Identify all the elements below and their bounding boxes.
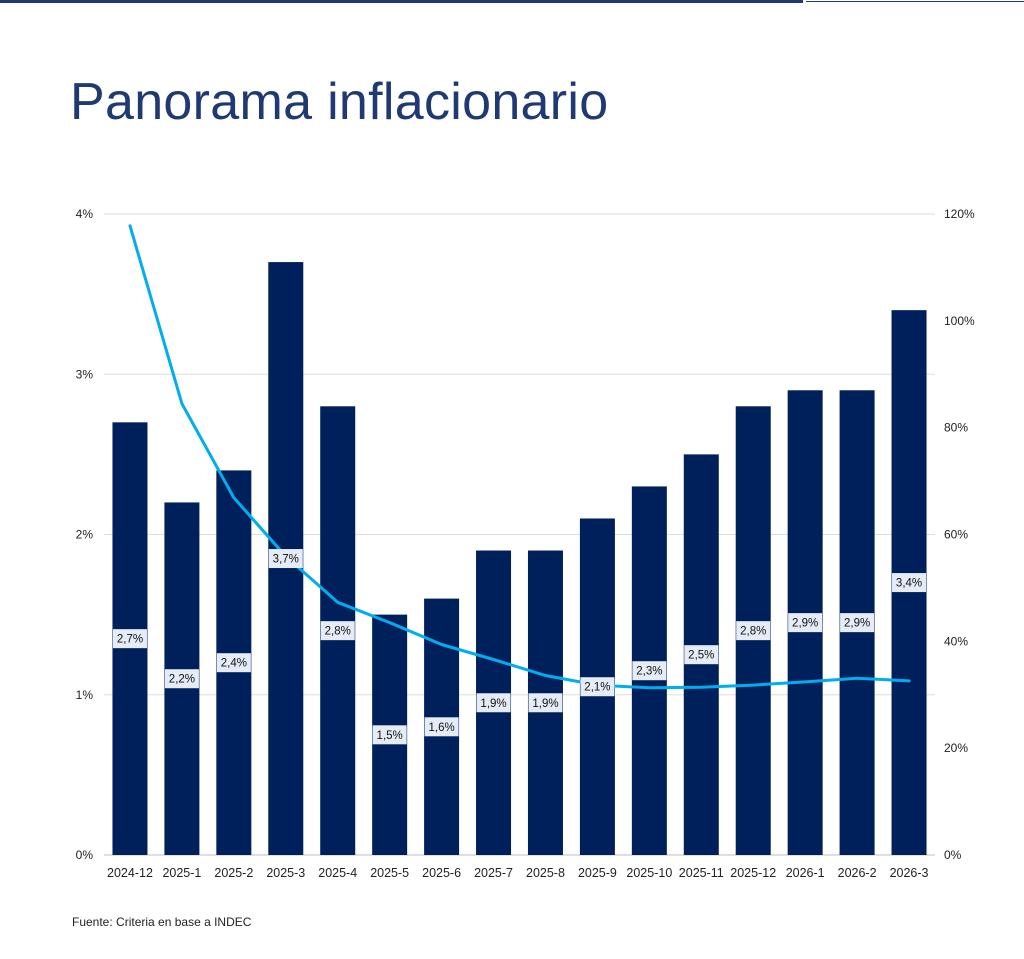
x-tick-label: 2025-7 <box>474 866 513 880</box>
data-label-bg <box>164 669 199 689</box>
data-label-bg <box>580 677 615 697</box>
x-tick-label: 2025-4 <box>318 866 357 880</box>
y-right-tick-label: 120% <box>944 207 975 221</box>
y-left-tick-label: 1% <box>76 688 94 702</box>
x-tick-label: 2024-12 <box>107 866 153 880</box>
x-tick-label: 2025-9 <box>578 866 617 880</box>
source-note: Fuente: Criteria en base a INDEC <box>72 915 252 929</box>
data-label: 2,7% <box>117 634 143 646</box>
data-label-bg <box>112 629 147 649</box>
x-tick-label: 2025-6 <box>422 866 461 880</box>
data-label: 2,5% <box>688 650 714 662</box>
data-label-bg <box>632 661 667 681</box>
data-label-bg <box>736 621 771 641</box>
y-right-tick-label: 20% <box>944 741 968 755</box>
y-left-tick-label: 0% <box>76 848 94 862</box>
x-tick-label: 2025-2 <box>214 866 253 880</box>
data-label: 3,4% <box>896 578 922 590</box>
data-label: 2,1% <box>584 682 610 694</box>
data-label: 2,8% <box>740 626 766 638</box>
x-tick-label: 2026-3 <box>890 866 929 880</box>
data-label-bg <box>840 613 875 633</box>
data-label-bg <box>216 653 251 673</box>
y-left-tick-label: 4% <box>76 207 94 221</box>
line-series <box>128 224 911 690</box>
data-label-bg <box>424 717 459 737</box>
data-label-bg <box>684 645 719 665</box>
data-label-bg <box>788 613 823 633</box>
data-label: 1,6% <box>428 722 454 734</box>
x-tick-label: 2025-3 <box>266 866 305 880</box>
data-label: 1,9% <box>532 698 558 710</box>
data-label-bg <box>372 725 407 745</box>
x-tick-label: 2025-5 <box>370 866 409 880</box>
y-right-tick-label: 60% <box>944 528 968 542</box>
data-label-bg <box>892 573 927 593</box>
data-label: 2,9% <box>844 618 870 630</box>
data-label-bg <box>528 693 563 713</box>
data-label: 2,8% <box>325 626 351 638</box>
data-label: 1,9% <box>480 698 506 710</box>
data-label: 1,5% <box>377 730 403 742</box>
x-tick-label: 2026-1 <box>786 866 825 880</box>
data-label: 2,2% <box>169 674 195 686</box>
data-label-bg <box>476 693 511 713</box>
data-label: 3,7% <box>273 554 299 566</box>
y-right-tick-label: 100% <box>944 314 975 328</box>
top-rule-right <box>806 1 1024 2</box>
data-label: 2,3% <box>636 666 662 678</box>
y-left-tick-label: 3% <box>76 367 94 381</box>
x-tick-label: 2026-2 <box>838 866 877 880</box>
y-right-tick-label: 0% <box>944 848 962 862</box>
y-right-tick-label: 40% <box>944 634 968 648</box>
y-right-tick-label: 80% <box>944 421 968 435</box>
x-tick-label: 2025-8 <box>526 866 565 880</box>
x-tick-label: 2025-1 <box>162 866 201 880</box>
x-tick-label: 2025-11 <box>679 866 724 880</box>
y-left-tick-label: 2% <box>76 528 94 542</box>
x-tick-label: 2025-10 <box>626 866 672 880</box>
data-label-bg <box>320 621 355 641</box>
data-label-bg <box>268 549 303 569</box>
top-rule <box>0 0 803 3</box>
x-tick-label: 2025-12 <box>730 866 776 880</box>
data-label: 2,4% <box>221 658 247 670</box>
data-label: 2,9% <box>792 618 818 630</box>
page-title: Panorama inflacionario <box>70 73 609 131</box>
